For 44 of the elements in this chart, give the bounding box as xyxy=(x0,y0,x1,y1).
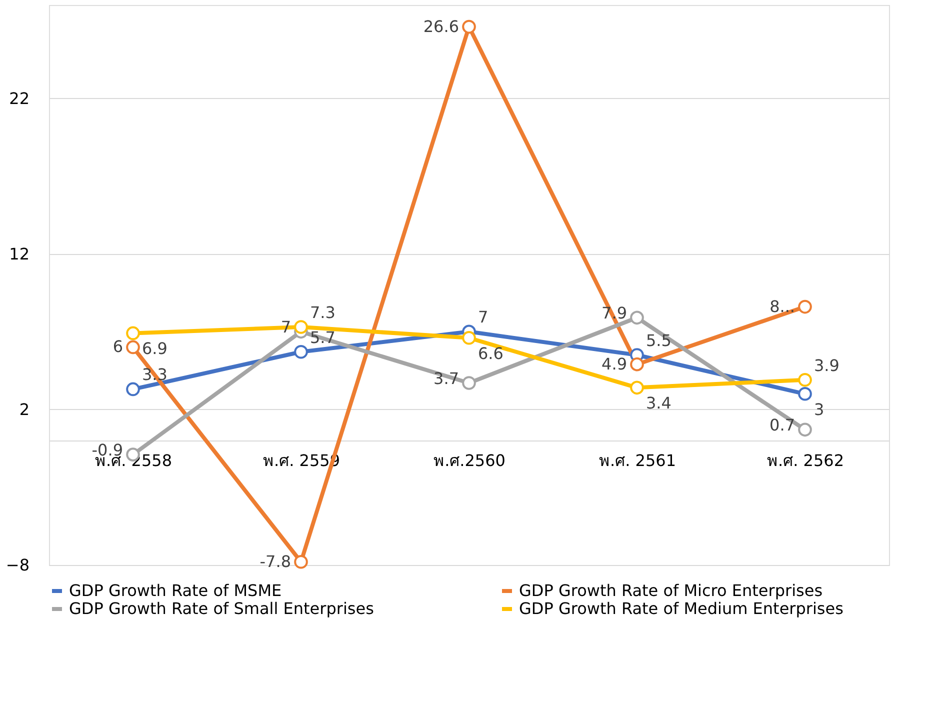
data-label: 3 xyxy=(814,400,824,419)
point xyxy=(294,344,308,359)
data-label: 5.7 xyxy=(310,328,336,347)
y-tick-label: −8 xyxy=(6,556,30,574)
data-label: 7.3 xyxy=(310,303,336,322)
legend-label: GDP Growth Rate of MSME xyxy=(69,581,282,600)
data-label: 5.5 xyxy=(646,331,672,350)
point xyxy=(798,372,812,387)
legend-label: GDP Growth Rate of Micro Enterprises xyxy=(519,581,823,600)
point xyxy=(462,330,476,345)
y-tick-label: 12 xyxy=(9,244,30,264)
point xyxy=(630,310,644,325)
x-tick-label: พ.ศ. 2562 xyxy=(767,451,844,470)
data-label: 3.4 xyxy=(646,394,672,413)
point xyxy=(126,326,140,340)
point xyxy=(798,386,812,401)
point xyxy=(126,382,140,396)
data-label: 3.9 xyxy=(814,356,840,375)
data-label: 6 xyxy=(112,337,123,356)
data-label: 0.7 xyxy=(770,416,795,435)
point xyxy=(798,300,812,314)
point xyxy=(798,422,812,437)
data-label: 6.6 xyxy=(478,344,504,363)
x-tick-label: พ.ศ. 2561 xyxy=(599,451,676,470)
data-label: 4.9 xyxy=(602,354,627,374)
data-label: 3.7 xyxy=(434,369,459,388)
data-label: 7 xyxy=(280,318,291,337)
data-label: 7 xyxy=(478,308,488,327)
y-tick-label: 22 xyxy=(9,88,30,108)
point xyxy=(630,357,644,372)
data-label: 6.9 xyxy=(142,339,168,358)
point xyxy=(126,340,140,354)
point xyxy=(630,380,644,395)
legend-label: GDP Growth Rate of Medium Enterprises xyxy=(519,599,844,618)
data-label: 26.6 xyxy=(423,16,459,36)
point xyxy=(462,376,476,390)
y-tick-label: 2 xyxy=(19,400,30,419)
point xyxy=(294,554,308,569)
x-tick-label: พ.ศ.2560 xyxy=(434,451,506,470)
data-label: -7.8 xyxy=(260,552,291,571)
data-label: 8... xyxy=(770,296,795,316)
legend-label: GDP Growth Rate of Small Enterprises xyxy=(69,599,374,618)
point xyxy=(294,320,308,334)
point xyxy=(462,20,476,34)
